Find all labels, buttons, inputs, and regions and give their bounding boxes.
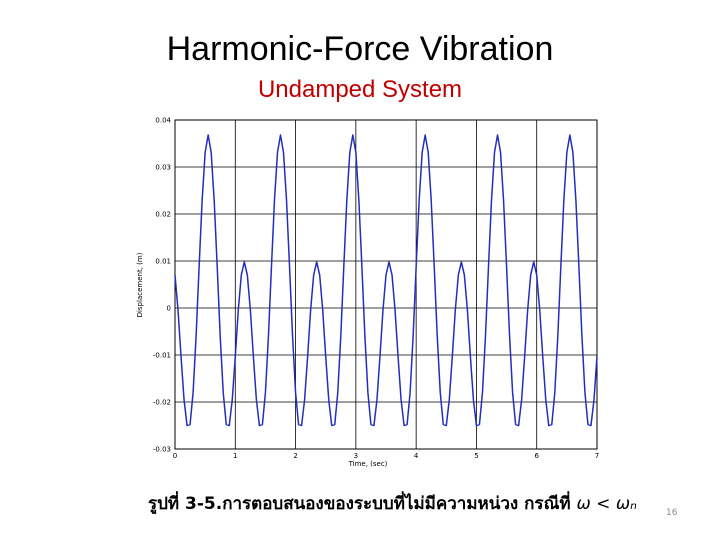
x-tick-label: 1 — [233, 452, 237, 460]
y-tick-label: 0.04 — [155, 117, 171, 125]
x-tick-label: 5 — [474, 452, 478, 460]
x-tick-label: 4 — [414, 452, 419, 460]
caption-text: รูปที่ 3-5.การตอบสนองของระบบที่ไม่มีความ… — [148, 494, 571, 514]
caption: รูปที่ 3-5.การตอบสนองของระบบที่ไม่มีความ… — [148, 490, 637, 517]
y-tick-label: 0 — [167, 305, 171, 313]
x-tick-label: 6 — [534, 452, 539, 460]
page-number: 16 — [666, 508, 678, 518]
slide-title: Harmonic-Force Vibration — [166, 30, 554, 68]
x-axis-label: Time, (sec) — [348, 460, 388, 468]
y-tick-label: 0.03 — [155, 164, 171, 172]
slide-subtitle: Undamped System — [257, 76, 463, 103]
y-tick-label: -0.02 — [153, 399, 171, 407]
y-tick-label: -0.01 — [153, 352, 171, 360]
x-tick-label: 0 — [173, 452, 177, 460]
x-tick-label: 7 — [595, 452, 599, 460]
y-tick-label: 0.02 — [155, 211, 171, 219]
x-tick-label: 3 — [354, 452, 358, 460]
plot-frame — [174, 119, 598, 450]
y-axis-label: Displacement, (m) — [136, 252, 144, 317]
x-tick-label: 2 — [293, 452, 297, 460]
y-tick-label: -0.03 — [153, 446, 171, 454]
y-tick-label: 0.01 — [155, 258, 171, 266]
data-line — [174, 134, 598, 427]
caption-formula: ω < ωₙ — [576, 494, 637, 514]
